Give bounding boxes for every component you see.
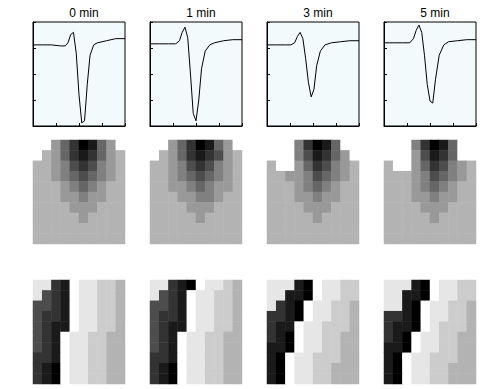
svg-text:0 min: 0 min — [69, 6, 98, 20]
svg-text:3 min: 3 min — [303, 6, 332, 20]
svg-text:1 min: 1 min — [186, 6, 215, 20]
svg-text:5 min: 5 min — [420, 6, 449, 20]
